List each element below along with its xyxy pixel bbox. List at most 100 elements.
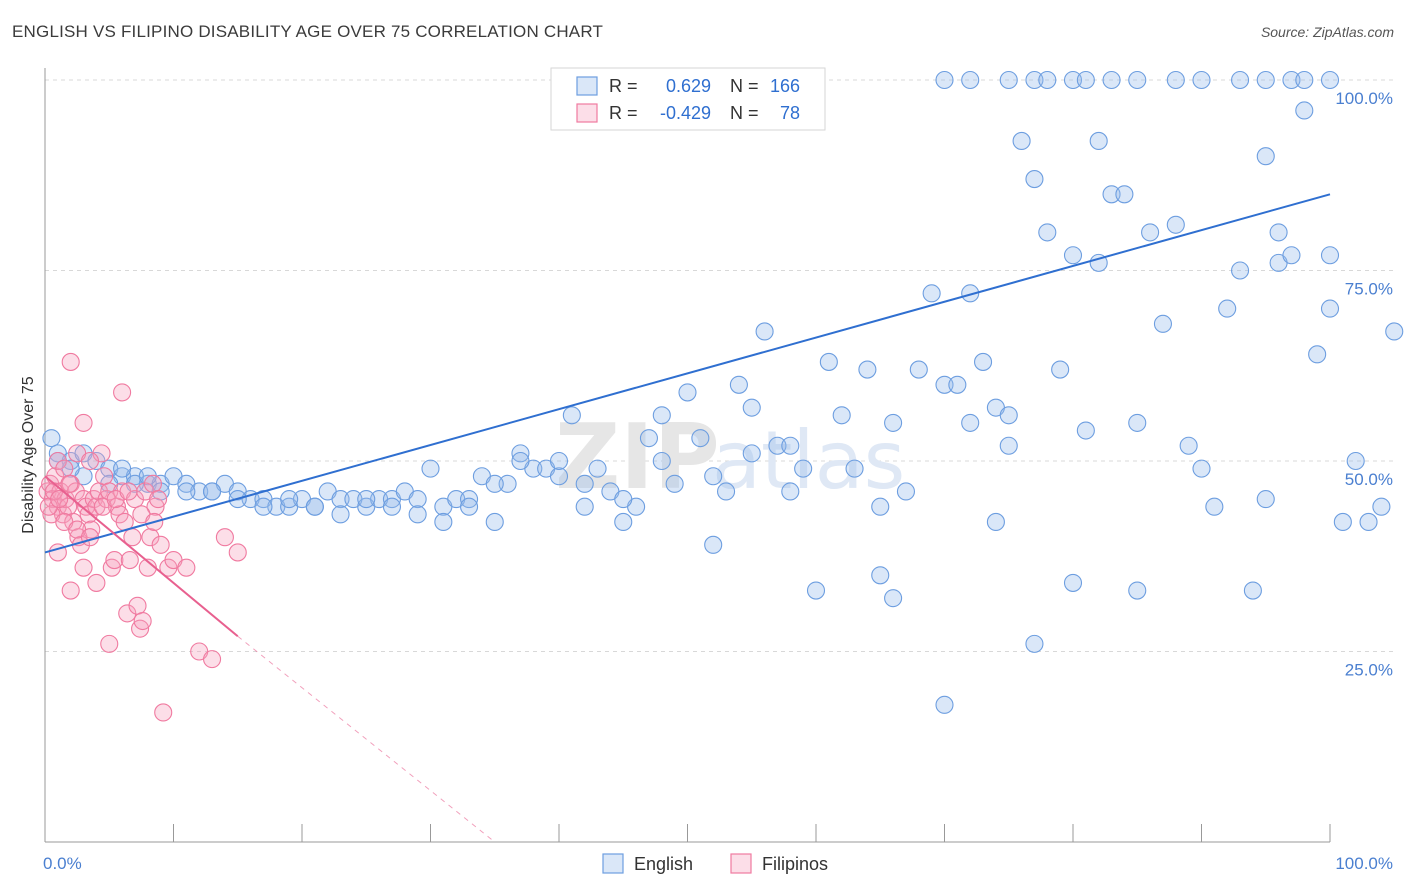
watermark-text-atlas: atlas xyxy=(712,414,905,507)
data-point xyxy=(87,573,106,592)
data-point xyxy=(61,352,80,371)
legend-n-label: N = xyxy=(730,103,759,123)
data-point xyxy=(1025,634,1044,653)
data-point xyxy=(742,444,761,463)
english-points xyxy=(42,70,1404,714)
bottom-legend-swatch xyxy=(730,853,752,874)
data-point xyxy=(575,497,594,516)
legend-n-value: 166 xyxy=(770,76,800,96)
trend-lines xyxy=(44,193,1331,843)
data-point xyxy=(1295,70,1314,90)
data-point xyxy=(1333,512,1352,532)
legend-r-label: R = xyxy=(609,76,638,96)
data-point xyxy=(794,459,813,478)
data-point xyxy=(729,375,748,394)
data-point xyxy=(149,490,168,509)
filipino-points xyxy=(38,352,247,722)
data-point xyxy=(408,490,427,509)
data-point xyxy=(1205,497,1224,516)
data-point xyxy=(382,497,402,516)
data-point xyxy=(1051,360,1070,379)
data-point xyxy=(858,360,877,379)
data-point xyxy=(459,497,479,516)
data-point xyxy=(704,467,723,486)
y-tick-label: 25.0% xyxy=(1345,661,1393,680)
data-point xyxy=(177,558,196,577)
data-point xyxy=(151,535,170,554)
data-point xyxy=(154,703,173,722)
filipino-trend-line xyxy=(44,475,239,638)
data-point xyxy=(935,375,954,394)
data-point xyxy=(190,482,209,501)
data-point xyxy=(652,451,671,471)
data-point xyxy=(884,589,903,608)
data-point xyxy=(549,451,569,471)
data-point xyxy=(215,528,234,547)
data-point xyxy=(704,535,723,554)
data-point xyxy=(1038,70,1057,90)
data-point xyxy=(961,70,980,90)
data-point xyxy=(1063,573,1083,592)
data-point xyxy=(691,429,710,448)
data-point xyxy=(100,482,119,501)
grid-lines xyxy=(45,79,1395,652)
data-point xyxy=(80,451,100,471)
data-point xyxy=(768,436,787,455)
data-point xyxy=(511,444,530,463)
legend-n-label: N = xyxy=(730,76,759,96)
data-point xyxy=(1231,261,1250,280)
bottom-legend-label: Filipinos xyxy=(762,854,828,874)
data-point xyxy=(113,383,132,402)
legend-n-value: 78 xyxy=(780,103,800,123)
filipino-trend-extension xyxy=(237,635,496,843)
data-point xyxy=(421,459,440,478)
bottom-legend-swatch xyxy=(602,853,624,874)
data-point xyxy=(1089,253,1108,272)
data-point xyxy=(665,474,684,493)
data-point xyxy=(128,596,147,615)
y-tick-label: 100.0% xyxy=(1335,89,1393,108)
legend-r-value: 0.629 xyxy=(666,76,711,96)
data-point xyxy=(331,490,350,509)
y-tick-label: 50.0% xyxy=(1345,470,1393,489)
data-point xyxy=(100,634,119,653)
data-point xyxy=(716,482,736,501)
data-point xyxy=(973,352,993,371)
data-point xyxy=(1372,497,1391,516)
data-point xyxy=(82,520,101,539)
data-point xyxy=(66,482,85,501)
axes xyxy=(44,68,1331,843)
data-point xyxy=(999,406,1018,425)
data-point xyxy=(961,284,980,303)
data-point xyxy=(1102,185,1121,204)
data-point xyxy=(588,459,607,478)
tick-labels: 25.0% 50.0% 75.0% 100.0% 0.0% 100.0% Disabilit… xyxy=(20,89,1393,873)
data-point xyxy=(1076,421,1095,440)
data-point xyxy=(1256,70,1275,90)
data-point xyxy=(884,413,903,432)
data-point xyxy=(119,482,138,501)
bottom-legend: English Filipinos xyxy=(602,853,828,874)
data-point xyxy=(1038,223,1057,242)
data-point xyxy=(95,467,114,486)
data-point xyxy=(141,528,160,547)
data-point xyxy=(55,459,74,478)
data-point xyxy=(1243,581,1262,600)
data-point xyxy=(1179,436,1198,455)
source-label: Source: ZipAtlas.com xyxy=(1260,24,1394,40)
data-point xyxy=(1256,147,1275,166)
data-point xyxy=(781,482,800,501)
data-point xyxy=(1141,223,1160,242)
data-point xyxy=(1025,170,1044,189)
data-point xyxy=(845,459,864,478)
data-point xyxy=(48,451,67,471)
data-point xyxy=(1063,246,1083,265)
legend-swatch xyxy=(576,76,598,96)
y-axis-label: Disability Age Over 75 xyxy=(20,376,37,534)
data-point xyxy=(652,406,671,425)
data-point xyxy=(806,581,826,600)
data-point xyxy=(485,512,504,532)
data-point xyxy=(80,528,100,547)
watermark-text: ZIP xyxy=(555,405,720,510)
